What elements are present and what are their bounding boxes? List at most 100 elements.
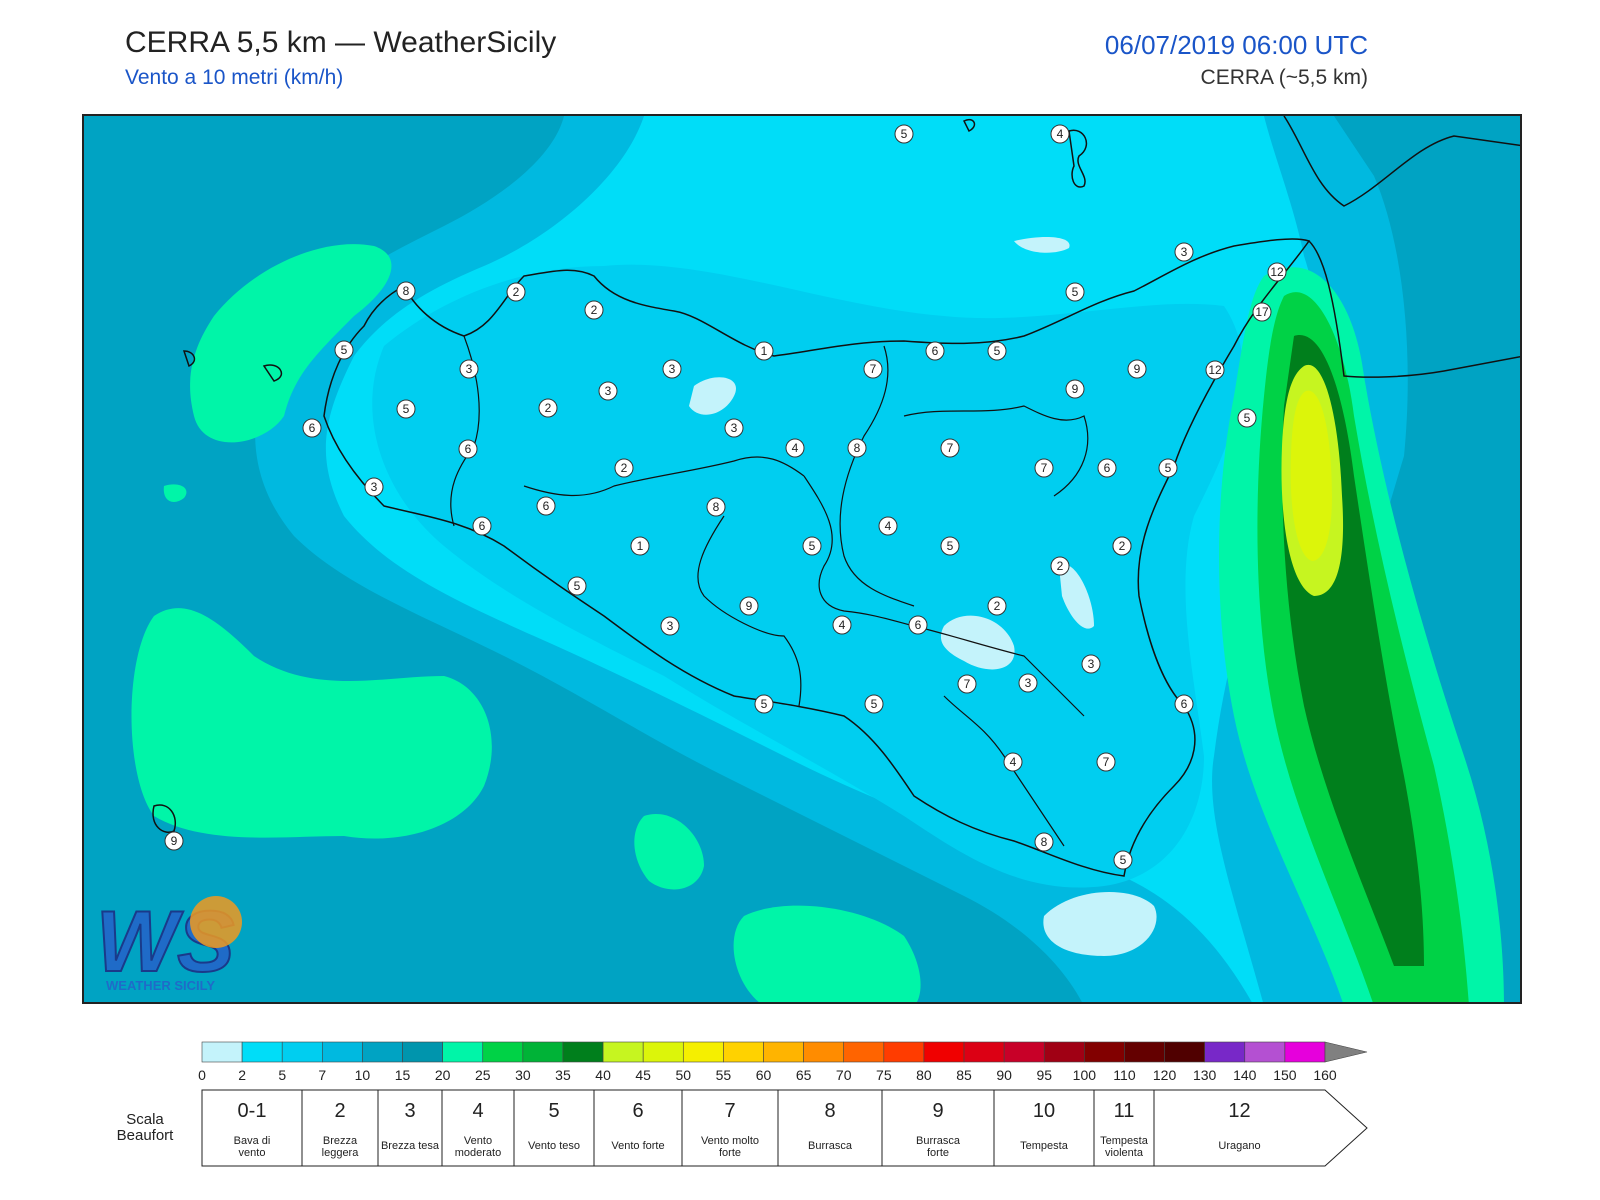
field-calm-5 bbox=[1014, 236, 1070, 253]
station-wind-value: 2 bbox=[513, 285, 520, 299]
colorbar-tick-label: 95 bbox=[1036, 1067, 1052, 1083]
station-wind-value: 5 bbox=[403, 402, 410, 416]
colorbar-swatch bbox=[642, 1041, 684, 1063]
colorbar-swatch bbox=[241, 1041, 283, 1063]
colorbar-tick-label: 40 bbox=[595, 1067, 611, 1083]
colorbar-tick-labels: 0 2 5 7 10 15 20 25 30 35 40 45 50 55 60 65 70 75 80 85 90 95… bbox=[198, 1067, 1337, 1083]
station-circle bbox=[706, 497, 726, 517]
colorbar-tick-label: 55 bbox=[716, 1067, 732, 1083]
station-wind-value: 7 bbox=[1041, 461, 1048, 475]
beaufort-label: Uragano bbox=[1218, 1140, 1260, 1152]
station-marker: 4 bbox=[1003, 752, 1023, 772]
station-circle bbox=[724, 418, 744, 438]
station-circle bbox=[164, 831, 184, 851]
logo-text: WEATHER SICILY bbox=[106, 978, 215, 993]
station-wind-value: 7 bbox=[964, 677, 971, 691]
beaufort-label: Vento teso bbox=[528, 1140, 580, 1152]
station-marker: 6 bbox=[472, 516, 492, 536]
station-marker: 6 bbox=[536, 496, 556, 516]
station-wind-value: 6 bbox=[1104, 461, 1111, 475]
colorbar-swatch bbox=[482, 1041, 524, 1063]
station-marker: 5 bbox=[940, 536, 960, 556]
colorbar-tick-label: 5 bbox=[278, 1067, 286, 1083]
station-wind-value: 5 bbox=[761, 697, 768, 711]
beaufort-title-line2: Beaufort bbox=[117, 1127, 175, 1144]
station-marker: 2 bbox=[987, 596, 1007, 616]
beaufort-title: Scala bbox=[126, 1111, 164, 1128]
beaufort-number: 0-1 bbox=[238, 1100, 267, 1122]
station-marker: 5 bbox=[987, 341, 1007, 361]
station-marker: 7 bbox=[1096, 752, 1116, 772]
station-circle bbox=[567, 576, 587, 596]
colorbar-swatch bbox=[1284, 1041, 1326, 1063]
station-wind-value: 2 bbox=[591, 303, 598, 317]
weather-sicily-logo: WS WEATHER SICILY bbox=[95, 893, 242, 993]
station-wind-value: 3 bbox=[466, 362, 473, 376]
colorbar-swatch bbox=[562, 1041, 604, 1063]
colorbar-swatch bbox=[602, 1041, 644, 1063]
egadi-islands bbox=[182, 350, 283, 382]
station-circle bbox=[925, 341, 945, 361]
station-marker: 8 bbox=[396, 281, 416, 301]
station-circle bbox=[1174, 694, 1194, 714]
beaufort-class: 12 Uragano bbox=[1153, 1089, 1368, 1167]
station-wind-value: 7 bbox=[1103, 755, 1110, 769]
model-name: CERRA (~5,5 km) bbox=[1200, 66, 1368, 89]
station-wind-value: 6 bbox=[465, 442, 472, 456]
forecast-datetime: 06/07/2019 06:00 UTC bbox=[1104, 30, 1368, 60]
beaufort-cell bbox=[1093, 1089, 1155, 1167]
station-wind-value: 1 bbox=[761, 344, 768, 358]
station-circle bbox=[614, 458, 634, 478]
station-circle bbox=[832, 615, 852, 635]
station-wind-value: 3 bbox=[667, 619, 674, 633]
colorbar-tick-label: 60 bbox=[756, 1067, 772, 1083]
station-circle bbox=[1252, 302, 1272, 322]
station-marker: 3 bbox=[1018, 673, 1038, 693]
field-calm-3 bbox=[1043, 892, 1157, 956]
colorbar-tick-label: 35 bbox=[555, 1067, 571, 1083]
border-rg-sr bbox=[943, 695, 1065, 847]
station-circle bbox=[662, 359, 682, 379]
station-wind-value: 5 bbox=[341, 343, 348, 357]
station-wind-value: 12 bbox=[1270, 265, 1284, 279]
beaufort-cell bbox=[201, 1089, 303, 1167]
station-marker: 3 bbox=[598, 381, 618, 401]
station-circle bbox=[1113, 850, 1133, 870]
station-circle bbox=[364, 477, 384, 497]
station-marker: 5 bbox=[864, 694, 884, 714]
sicily-coast bbox=[323, 238, 1311, 877]
station-circle bbox=[598, 381, 618, 401]
beaufort-label: moderato bbox=[455, 1147, 501, 1159]
station-wind-value: 6 bbox=[309, 421, 316, 435]
station-circle bbox=[1237, 408, 1257, 428]
station-wind-value: 3 bbox=[669, 362, 676, 376]
station-wind-value: 7 bbox=[870, 362, 877, 376]
colorbar-swatch bbox=[1204, 1041, 1246, 1063]
station-marker: 5 bbox=[334, 340, 354, 360]
station-marker: 5 bbox=[894, 124, 914, 144]
map-title: CERRA 5,5 km — WeatherSicily bbox=[125, 26, 557, 59]
colorbar-swatch bbox=[522, 1041, 564, 1063]
colorbar-swatch bbox=[923, 1041, 965, 1063]
station-circle bbox=[987, 341, 1007, 361]
station-wind-value: 5 bbox=[1072, 285, 1079, 299]
station-circle bbox=[863, 359, 883, 379]
station-wind-value: 6 bbox=[543, 499, 550, 513]
beaufort-cell bbox=[513, 1089, 595, 1167]
station-marker: 6 bbox=[908, 615, 928, 635]
station-wind-value: 9 bbox=[1134, 362, 1141, 376]
colorbar-swatch bbox=[442, 1041, 484, 1063]
station-marker: 17 bbox=[1252, 302, 1272, 322]
colorbar-swatch bbox=[1043, 1041, 1085, 1063]
colorbar-tick-label: 85 bbox=[956, 1067, 972, 1083]
colorbar-swatch bbox=[362, 1041, 403, 1063]
colorbar-swatch bbox=[1124, 1041, 1165, 1063]
station-wind-value: 4 bbox=[839, 618, 846, 632]
beaufort-number: 12 bbox=[1228, 1100, 1250, 1122]
station-circle bbox=[957, 674, 977, 694]
station-circle bbox=[584, 300, 604, 320]
station-marker: 6 bbox=[458, 439, 478, 459]
